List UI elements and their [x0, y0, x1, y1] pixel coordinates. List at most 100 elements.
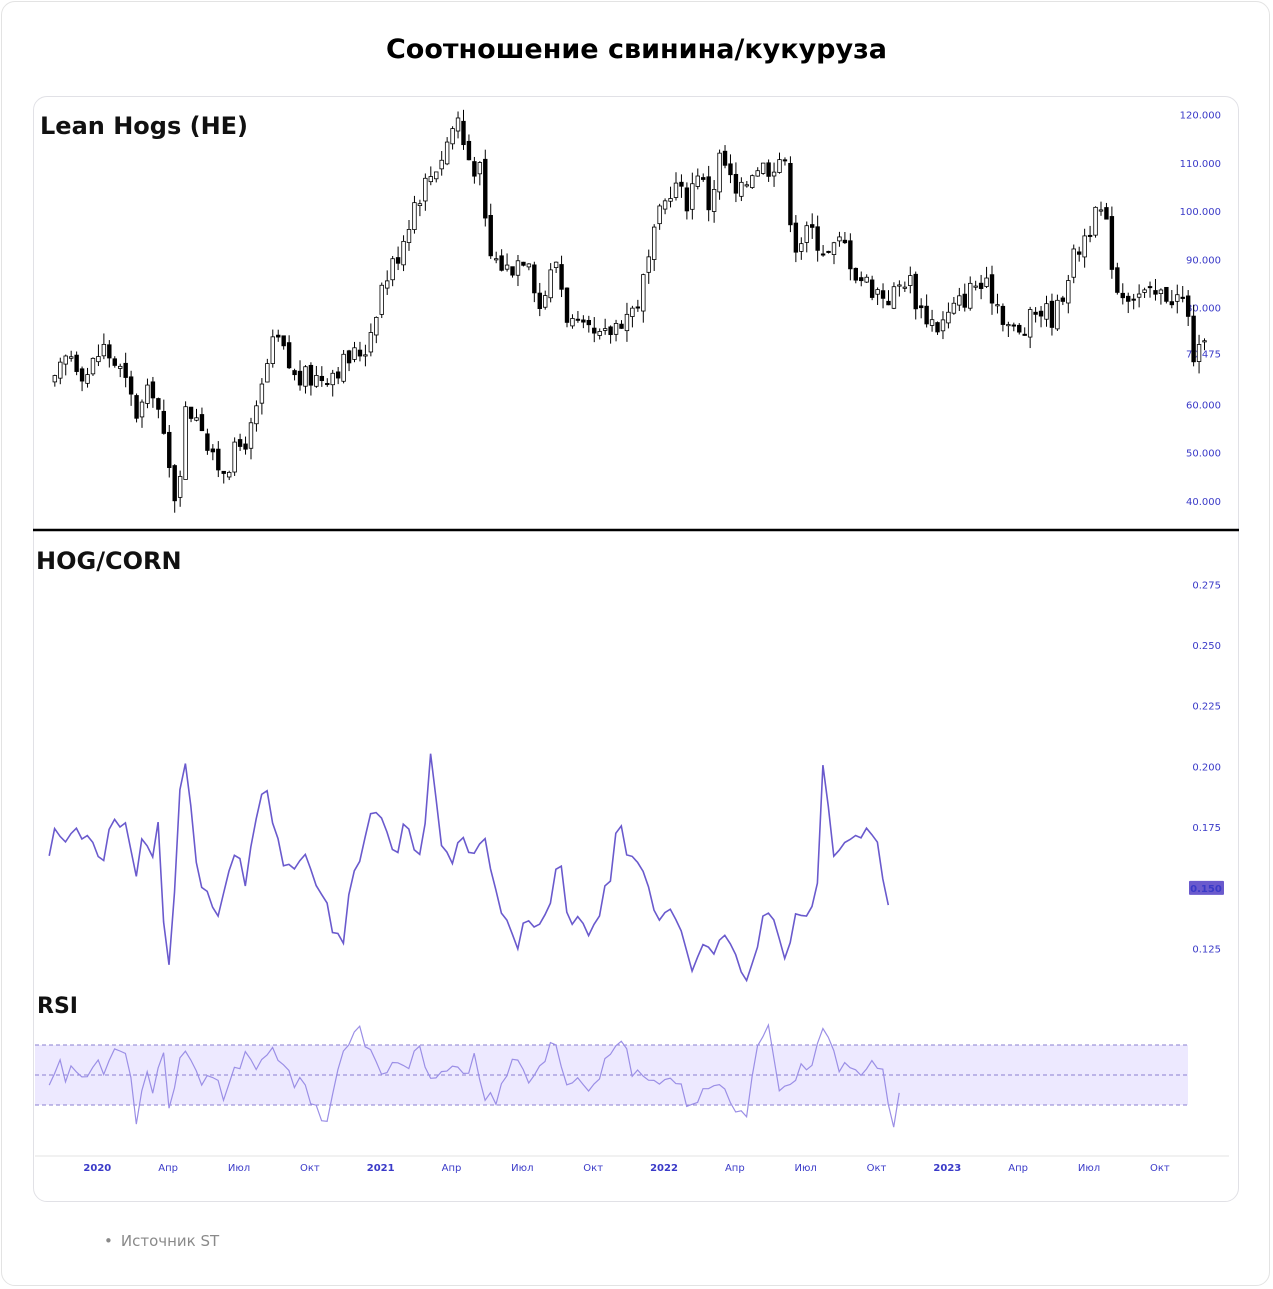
date-tick-label: Июл — [228, 1163, 250, 1174]
hogs-candle-body — [635, 306, 641, 309]
hogs-candle-body — [815, 226, 820, 251]
hogs-candle-body — [319, 375, 325, 382]
hogs-candle-body — [1011, 324, 1017, 327]
hogcorn-panel-title: HOG/CORN — [36, 547, 182, 575]
hogs-candle-body — [303, 366, 308, 387]
hogs-candle-body — [341, 353, 346, 382]
hogs-candle-body — [755, 170, 760, 177]
hogs-candle-body — [989, 274, 995, 304]
hogs-candle-body — [984, 277, 989, 287]
hogs-candle-body — [897, 284, 902, 287]
hogs-candle-body — [167, 431, 172, 468]
hogs-candle-body — [1196, 344, 1202, 362]
hogs-candle-body — [210, 448, 216, 453]
hogs-candle-body — [668, 198, 673, 202]
hogs-candle-body — [314, 374, 319, 387]
hogs-candle-body — [226, 471, 232, 478]
hogs-candle-body — [1049, 300, 1055, 328]
hogs-candle-body — [537, 292, 542, 310]
hogs-candle-body — [799, 243, 804, 252]
hogs-candle-body — [962, 293, 967, 308]
hogs-candle-body — [597, 331, 602, 336]
hogs-candle-body — [177, 476, 183, 498]
hogs-candle-body — [58, 361, 63, 379]
last-value-label: 0.150 — [1190, 884, 1222, 895]
hogs-candle-body — [406, 229, 412, 243]
hogs-candle-body — [1060, 297, 1066, 302]
hogs-candle-body — [853, 267, 858, 281]
hogs-candle-body — [63, 355, 68, 365]
hogs-candle-body — [657, 205, 662, 225]
hogs-candle-body — [728, 163, 733, 176]
hogs-candle-body — [1044, 303, 1049, 320]
date-tick-label: Окт — [583, 1163, 603, 1174]
hogs-candle-body — [401, 240, 406, 266]
hogs-candle-body — [701, 177, 706, 180]
hogs-candle-body — [510, 266, 515, 276]
hogs-candle-body — [466, 140, 472, 161]
hogs-candle-body — [684, 187, 690, 212]
hogs-candle-body — [493, 258, 499, 261]
date-tick-label: Окт — [1150, 1163, 1170, 1174]
hogs-candle-body — [820, 253, 826, 256]
hogs-candle-body — [826, 250, 831, 253]
hogs-candle-body — [1087, 234, 1093, 237]
hogs-candle-body — [444, 141, 450, 165]
hogs-candle-body — [183, 406, 188, 480]
hogs-candle-body — [1164, 286, 1169, 302]
hogs-candle-body — [281, 335, 286, 347]
hogs-candle-body — [559, 264, 564, 290]
hogs-candle-body — [434, 171, 439, 180]
hogs-candle-body — [842, 239, 848, 244]
hogs-candle-body — [1142, 289, 1147, 293]
hogs-candle-body — [521, 261, 526, 266]
hogs-candle-body — [118, 365, 123, 369]
hogs-candle-body — [831, 242, 837, 255]
hogs-candle-body — [1202, 340, 1207, 343]
hogs-candle-body — [543, 295, 548, 308]
date-tick-label: 2020 — [83, 1163, 111, 1174]
hogs-candle-body — [107, 344, 112, 359]
hogs-candle-body — [679, 181, 684, 187]
hogs-candle-body — [428, 176, 433, 183]
hogs-candle-body — [439, 159, 444, 170]
hogs-candle-body — [385, 280, 390, 289]
hogs-candle-body — [374, 316, 379, 336]
hogs-candle-body — [237, 439, 243, 447]
hogs-candle-body — [292, 370, 297, 376]
hogs-candle-body — [123, 362, 128, 378]
hogs-candle-body — [74, 354, 79, 372]
date-tick-label: 2023 — [933, 1163, 961, 1174]
hogs-candle-body — [1104, 207, 1109, 220]
hogs-candle-body — [1000, 305, 1006, 325]
hogs-candle-body — [297, 370, 303, 386]
hogs-candle-body — [477, 162, 483, 175]
hogs-candle-body — [499, 255, 504, 271]
hogs-candle-body — [1158, 289, 1164, 294]
hogs-candle-body — [90, 357, 96, 375]
hogs-candle-body — [1169, 301, 1175, 306]
hogs-candle-body — [608, 326, 613, 336]
hogs-candle-body — [777, 159, 782, 173]
hogs-candle-body — [472, 161, 477, 177]
hogs-candle-body — [1066, 280, 1071, 304]
hogs-candle-body — [641, 274, 646, 312]
hogs-candle-body — [335, 371, 341, 379]
hogs-candle-body — [902, 286, 908, 289]
hogs-candle-body — [690, 183, 695, 210]
date-tick-label: Окт — [867, 1163, 887, 1174]
hogs-candle-body — [1027, 309, 1033, 338]
hogs-y-tick: 60.000 — [1186, 400, 1221, 411]
hogs-candle-body — [1180, 296, 1185, 299]
last-value-badge — [1189, 880, 1224, 895]
hogs-candle-body — [139, 401, 145, 418]
hogs-candle-body — [276, 334, 281, 338]
hogs-candle-body — [352, 347, 357, 360]
hogs-candle-body — [1038, 310, 1044, 317]
hogs-candle-body — [128, 376, 134, 395]
hogs-candle-body — [265, 363, 270, 383]
hogs-y-tick: 110.000 — [1180, 159, 1221, 170]
hogcorn-y-tick: 0.250 — [1192, 641, 1221, 652]
source-note: • Источник ST — [104, 1232, 219, 1250]
hogs-y-tick: 70.475 — [1186, 350, 1221, 361]
